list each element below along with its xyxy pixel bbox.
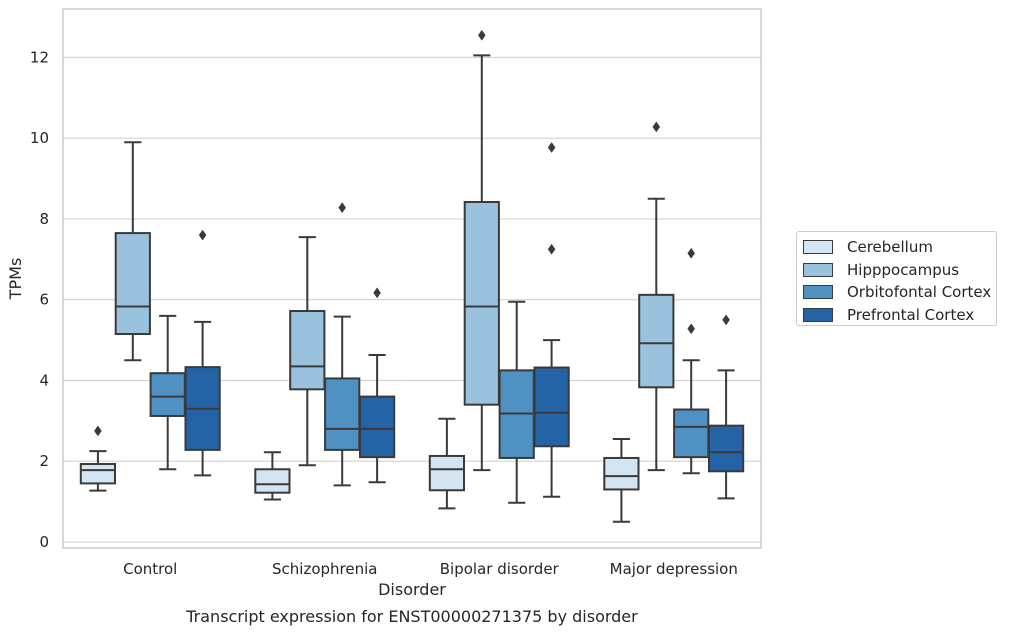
legend-label-prefrontal: Prefrontal Cortex — [847, 305, 975, 324]
outlier-point — [373, 287, 381, 299]
outlier-point — [687, 247, 696, 259]
x-tick-label: Schizophrenia — [272, 560, 377, 578]
legend-label-orbitofrontal: Orbitofontal Cortex — [847, 283, 992, 302]
y-tick-label: 8 — [39, 210, 49, 228]
box — [428, 454, 466, 492]
outlier-point — [198, 229, 207, 241]
box — [533, 366, 570, 448]
outlier-point — [722, 314, 730, 326]
box — [358, 395, 396, 459]
box — [603, 456, 640, 491]
y-tick-label: 10 — [30, 129, 49, 147]
y-tick-label: 2 — [39, 452, 49, 470]
box — [149, 372, 186, 417]
x-tick-label: Major depression — [610, 560, 738, 578]
legend-label-hippocampus: Hipppocampus — [847, 260, 960, 279]
box — [638, 293, 675, 389]
legend-swatch-cerebellum — [803, 240, 833, 255]
outlier-point — [94, 425, 102, 437]
outlier-point — [477, 29, 486, 41]
outlier-point — [547, 243, 556, 255]
chart-caption: Transcript expression for ENST0000027137… — [185, 607, 638, 626]
box — [707, 424, 745, 473]
x-tick-label: Control — [123, 560, 177, 578]
y-tick-label: 6 — [39, 291, 49, 309]
outlier-point — [338, 202, 347, 214]
box — [79, 463, 117, 485]
legend: Cerebellum Hipppocampus Orbitofontal Cor… — [796, 231, 997, 326]
legend-item-cerebellum: Cerebellum — [803, 236, 996, 259]
y-axis-label: TPMs — [6, 258, 25, 301]
box — [114, 232, 151, 336]
box — [289, 310, 326, 391]
box — [324, 377, 361, 451]
legend-swatch-orbitofrontal — [803, 285, 833, 300]
y-tick-label: 4 — [39, 371, 49, 389]
legend-item-hippocampus: Hipppocampus — [803, 259, 996, 282]
outlier-point — [652, 121, 661, 133]
legend-swatch-hippocampus — [803, 262, 833, 277]
x-tick-label: Bipolar disorder — [440, 560, 560, 578]
box — [254, 468, 291, 494]
outlier-point — [687, 323, 696, 335]
legend-item-orbitofrontal: Orbitofontal Cortex — [803, 281, 996, 304]
outlier-point — [547, 142, 556, 153]
legend-item-prefrontal: Prefrontal Cortex — [803, 304, 996, 327]
plot-frame — [62, 8, 762, 549]
box — [673, 408, 710, 459]
y-tick-label: 0 — [39, 533, 49, 551]
x-axis-label: Disorder — [378, 580, 446, 599]
legend-swatch-prefrontal — [803, 307, 833, 322]
box — [463, 200, 500, 406]
legend-label-cerebellum: Cerebellum — [847, 238, 933, 257]
y-tick-label: 12 — [30, 48, 49, 66]
